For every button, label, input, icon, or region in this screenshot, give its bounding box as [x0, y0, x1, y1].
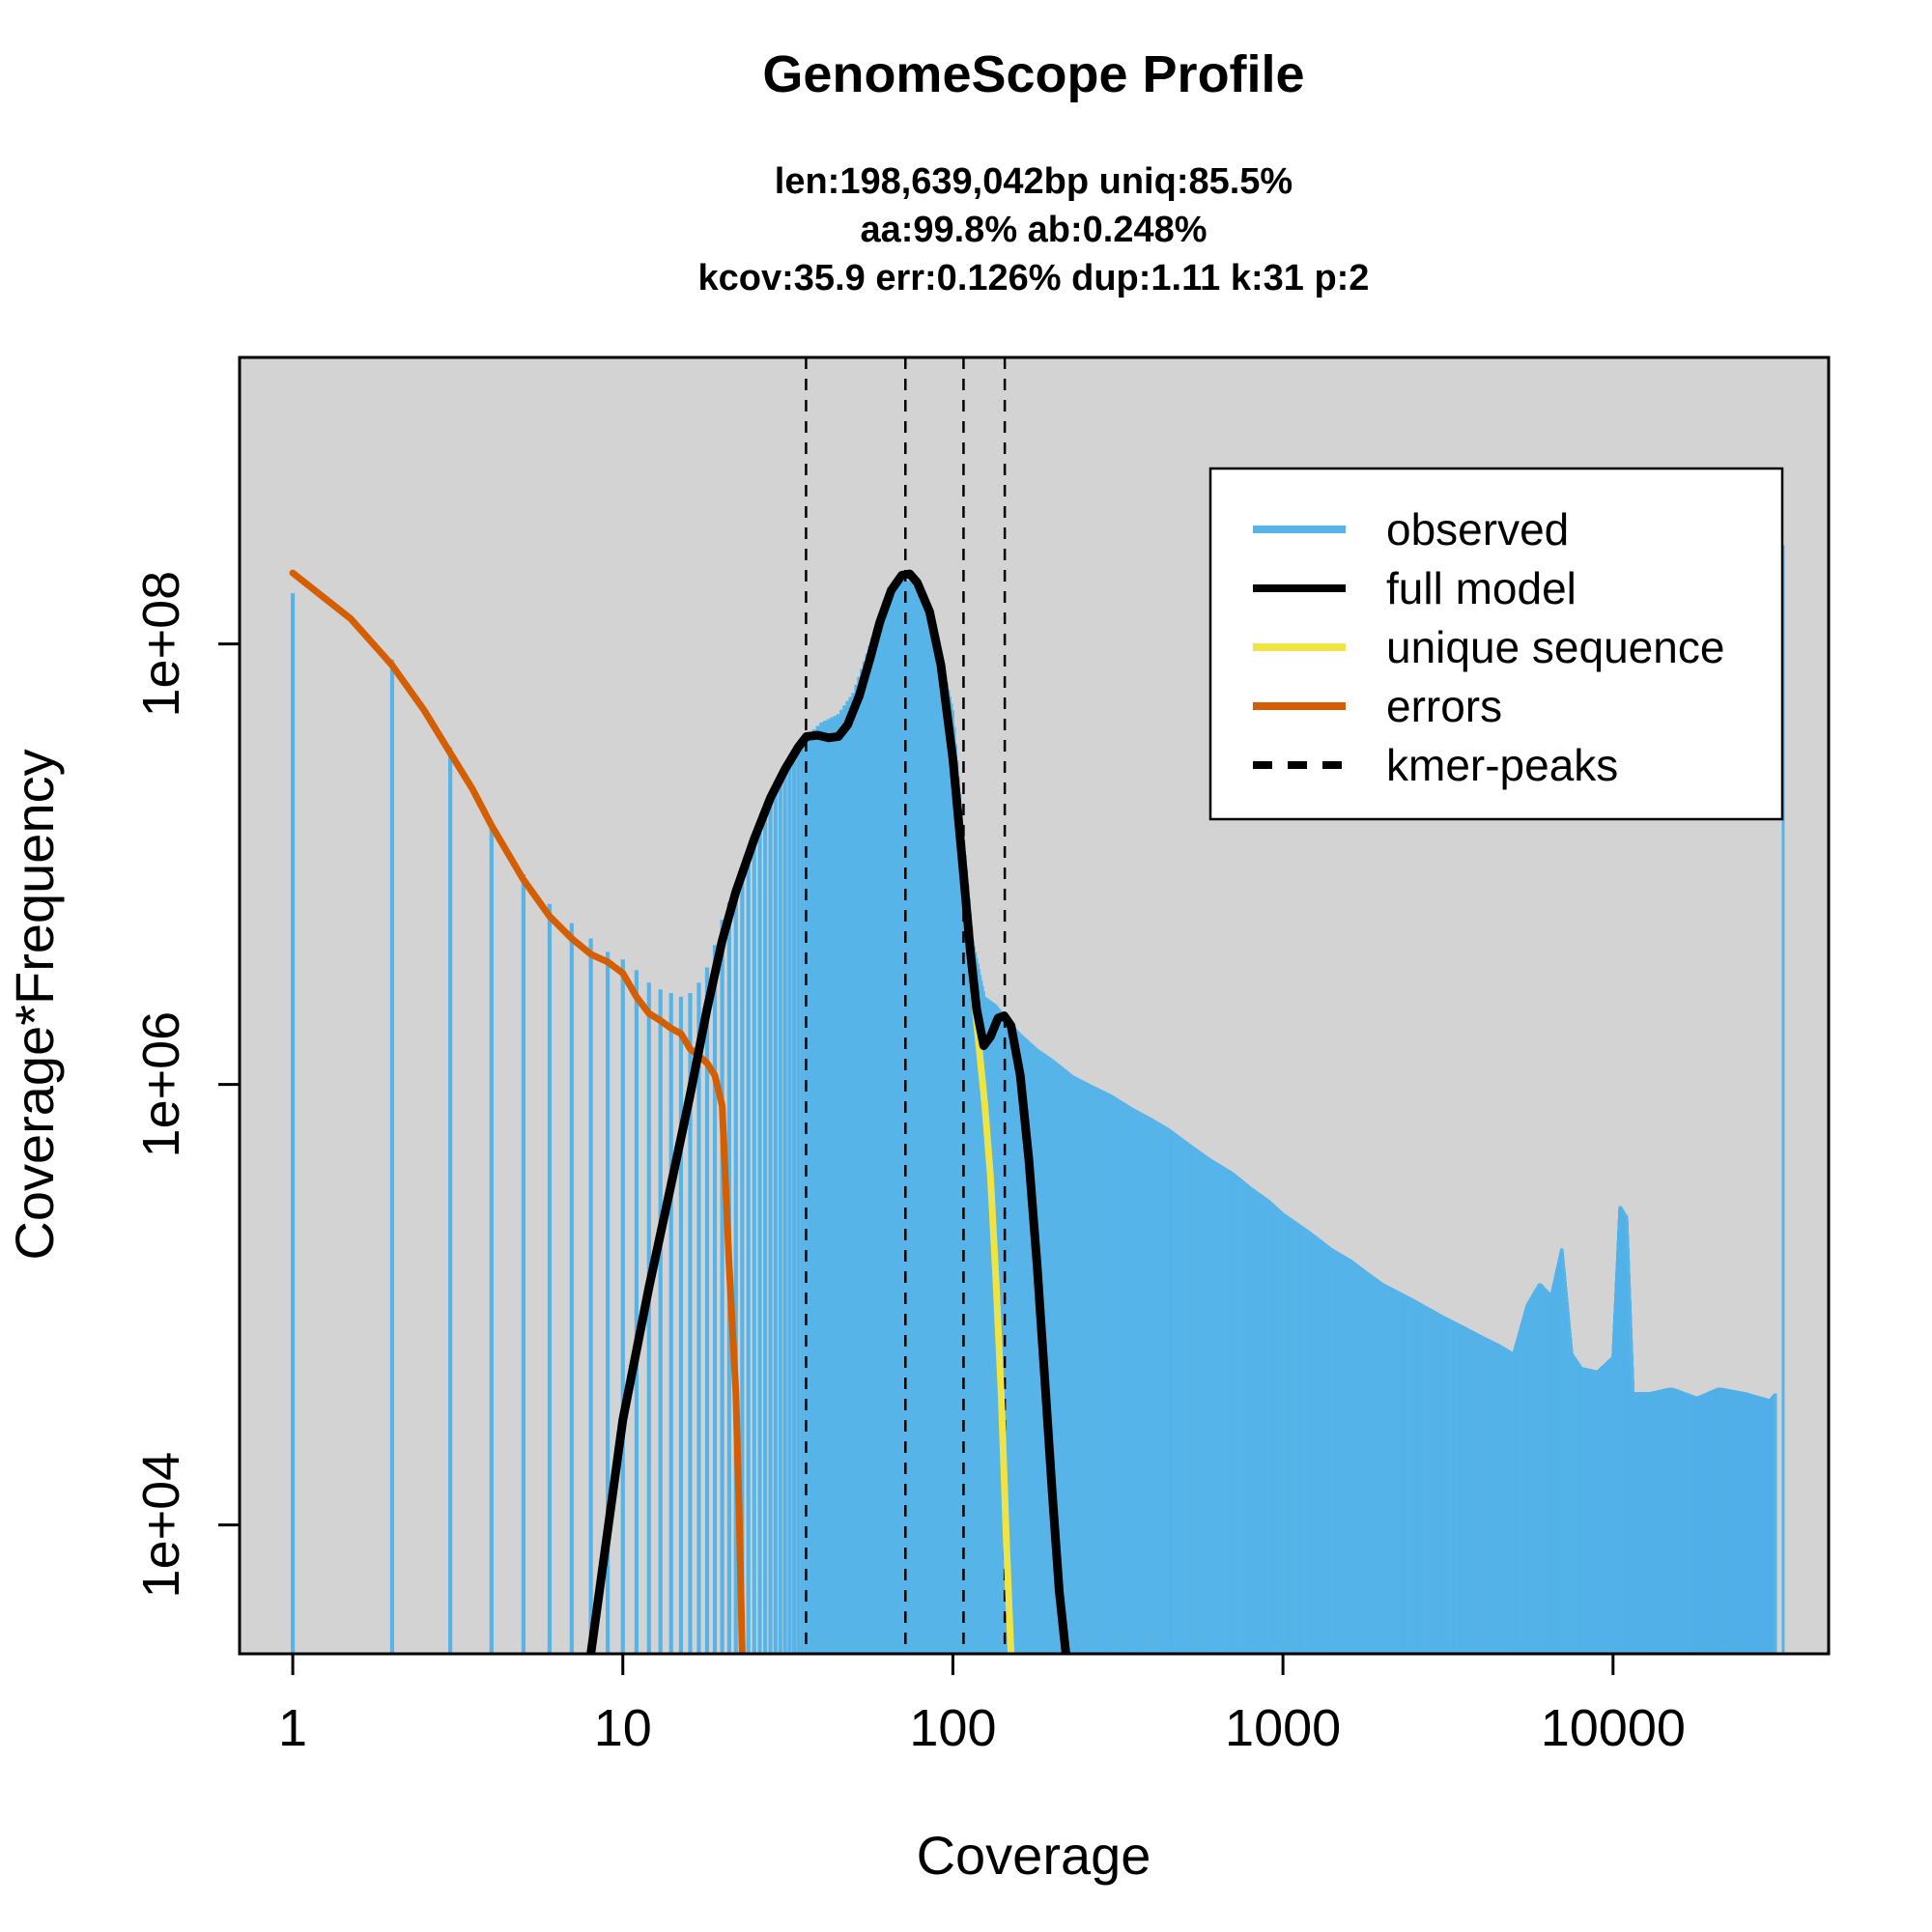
chart-subtitle-line-2: aa:99.8% ab:0.248%: [860, 210, 1207, 250]
chart-subtitle-line-1: len:198,639,042bp uniq:85.5%: [775, 161, 1293, 202]
chart-title: GenomeScope Profile: [762, 45, 1304, 103]
chart-subtitle-line-3: kcov:35.9 err:0.126% dup:1.11 k:31 p:2: [698, 258, 1370, 298]
